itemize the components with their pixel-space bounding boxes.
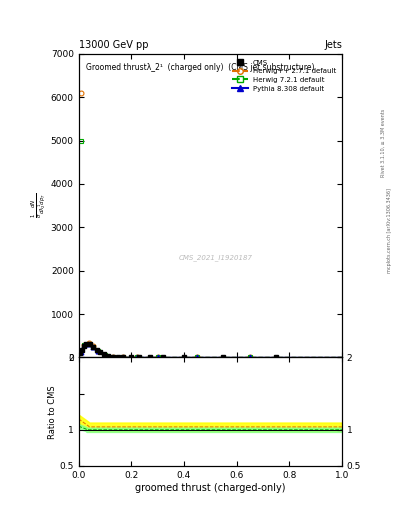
Text: mcplots.cern.ch [arXiv:1306.3436]: mcplots.cern.ch [arXiv:1306.3436] <box>387 188 391 273</box>
Text: Rivet 3.1.10, ≥ 3.3M events: Rivet 3.1.10, ≥ 3.3M events <box>381 109 386 178</box>
Y-axis label: $\frac{1}{\sigma}\frac{dN}{d\lambda_2^1 dp_T}$: $\frac{1}{\sigma}\frac{dN}{d\lambda_2^1 … <box>29 193 48 218</box>
X-axis label: groomed thrust (charged-only): groomed thrust (charged-only) <box>135 482 285 493</box>
Text: 13000 GeV pp: 13000 GeV pp <box>79 40 148 50</box>
Text: Groomed thrustλ_2¹  (charged only)  (CMS jet substructure): Groomed thrustλ_2¹ (charged only) (CMS j… <box>86 63 315 72</box>
Legend: CMS, Herwig++ 2.7.1 default, Herwig 7.2.1 default, Pythia 8.308 default: CMS, Herwig++ 2.7.1 default, Herwig 7.2.… <box>230 57 338 94</box>
Text: Jets: Jets <box>324 40 342 50</box>
Y-axis label: Ratio to CMS: Ratio to CMS <box>48 385 57 438</box>
Text: CMS_2021_I1920187: CMS_2021_I1920187 <box>178 254 253 261</box>
